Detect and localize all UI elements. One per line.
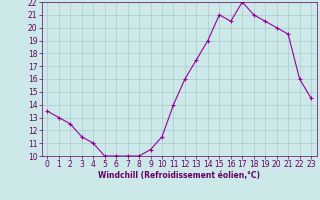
X-axis label: Windchill (Refroidissement éolien,°C): Windchill (Refroidissement éolien,°C) (98, 171, 260, 180)
